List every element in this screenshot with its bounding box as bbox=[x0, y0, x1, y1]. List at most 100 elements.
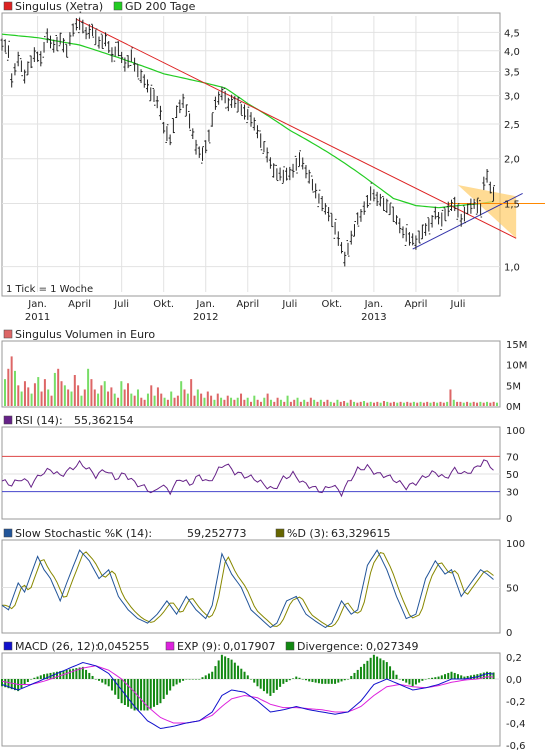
volume-bar bbox=[329, 401, 332, 406]
volume-bar bbox=[133, 395, 136, 406]
legend-label-price: Singulus (Xetra) bbox=[15, 0, 103, 13]
volume-bar bbox=[283, 401, 286, 406]
volume-bar bbox=[256, 399, 259, 406]
volume-bar bbox=[163, 397, 166, 406]
volume-bar bbox=[20, 391, 23, 406]
divergence-bar bbox=[453, 672, 456, 679]
divergence-bar bbox=[240, 668, 243, 679]
volume-bar bbox=[353, 401, 356, 406]
legend-label-ma200: GD 200 Tage bbox=[125, 0, 196, 13]
divergence-bar bbox=[369, 657, 372, 679]
divergence-bar bbox=[469, 675, 472, 679]
volume-bar bbox=[136, 389, 139, 406]
volume-bar bbox=[17, 385, 20, 406]
volume-bar bbox=[399, 401, 402, 406]
volume-bar bbox=[143, 399, 146, 406]
divergence-bar bbox=[175, 679, 178, 685]
stoch-series bbox=[1, 549, 494, 629]
stoch-k-line bbox=[1, 549, 494, 629]
x-tick-year: 2013 bbox=[361, 312, 386, 323]
stoch-d-value: 63,329615 bbox=[331, 527, 391, 540]
volume-y-tick-label: 0M bbox=[506, 402, 521, 413]
x-tick-label: Jan. bbox=[195, 299, 215, 310]
volume-bar bbox=[103, 381, 106, 406]
volume-bar bbox=[123, 389, 126, 406]
stoch-y-axis: 100 50 0 bbox=[506, 539, 525, 639]
price-series bbox=[0, 11, 496, 267]
divergence-bar bbox=[456, 674, 459, 679]
divergence-bar bbox=[398, 679, 401, 680]
divergence-bar bbox=[195, 679, 198, 680]
volume-bar bbox=[263, 397, 266, 406]
volume-bar bbox=[113, 393, 116, 406]
volume-bar bbox=[240, 393, 243, 406]
divergence-bar bbox=[447, 672, 450, 679]
volume-bar bbox=[479, 401, 482, 406]
volume-bar bbox=[63, 385, 66, 406]
volume-bar bbox=[216, 393, 219, 406]
price-y-tick-label: 2,5 bbox=[504, 120, 520, 131]
divergence-bar bbox=[101, 679, 104, 683]
rsi-panel bbox=[1, 426, 501, 520]
divergence-bar bbox=[165, 679, 168, 695]
divergence-bar bbox=[10, 679, 13, 690]
legend-swatch-stoch-k bbox=[3, 528, 13, 538]
divergence-bar bbox=[94, 679, 97, 680]
price-y-tick-label: 1,5 bbox=[504, 200, 520, 211]
divergence-bar bbox=[421, 679, 424, 681]
legend-swatch-price bbox=[3, 1, 13, 11]
volume-bar bbox=[87, 368, 90, 406]
volume-bar bbox=[246, 397, 249, 406]
stoch-y-tick-label: 0 bbox=[506, 628, 512, 639]
volume-bar bbox=[369, 401, 372, 406]
divergence-bar bbox=[123, 679, 126, 706]
volume-bar bbox=[289, 401, 292, 406]
volume-bar bbox=[389, 402, 392, 406]
volume-bar bbox=[456, 401, 459, 406]
volume-bar bbox=[309, 397, 312, 406]
volume-bar bbox=[333, 402, 336, 406]
x-tick-label: Juli bbox=[450, 299, 466, 310]
rsi-line bbox=[1, 459, 494, 498]
volume-bar bbox=[326, 399, 329, 406]
divergence-bar bbox=[146, 679, 149, 711]
macd-line bbox=[1, 661, 494, 730]
legend-swatch-rsi bbox=[3, 415, 13, 425]
volume-bar bbox=[230, 397, 233, 406]
volume-bar bbox=[422, 402, 425, 406]
divergence-bar bbox=[120, 679, 123, 704]
price-y-tick-label: 1,0 bbox=[504, 263, 520, 274]
volume-bar bbox=[366, 402, 369, 406]
divergence-bar bbox=[256, 679, 259, 687]
divergence-bar bbox=[298, 677, 301, 679]
divergence-value: 0,027349 bbox=[366, 640, 419, 653]
divergence-bar bbox=[98, 679, 101, 681]
divergence-bar bbox=[243, 671, 246, 679]
volume-bar bbox=[153, 395, 156, 406]
volume-bar bbox=[269, 399, 272, 406]
divergence-bar bbox=[17, 679, 20, 692]
volume-bar bbox=[379, 402, 382, 406]
volume-bar bbox=[146, 393, 149, 406]
rsi-y-tick-label: 70 bbox=[506, 452, 519, 463]
volume-bar bbox=[439, 401, 442, 406]
divergence-bar bbox=[233, 662, 236, 679]
volume-bar bbox=[196, 389, 199, 406]
divergence-bar bbox=[363, 663, 366, 679]
x-tick-label: Jan. bbox=[364, 299, 384, 310]
volume-bar bbox=[220, 397, 223, 406]
volume-bar bbox=[77, 385, 80, 406]
downtrend-line bbox=[76, 18, 517, 239]
divergence-bar bbox=[204, 675, 207, 679]
volume-bar bbox=[259, 401, 262, 406]
volume-y-tick-label: 5M bbox=[506, 381, 521, 392]
x-tick-label: Juli bbox=[281, 299, 297, 310]
volume-bar bbox=[279, 399, 282, 406]
legend-swatch-ma200 bbox=[113, 1, 123, 11]
volume-bar bbox=[53, 372, 56, 406]
volume-bar bbox=[429, 402, 432, 406]
volume-bar bbox=[160, 393, 163, 406]
volume-bar bbox=[382, 401, 385, 406]
divergence-label: Divergence: bbox=[297, 640, 363, 653]
